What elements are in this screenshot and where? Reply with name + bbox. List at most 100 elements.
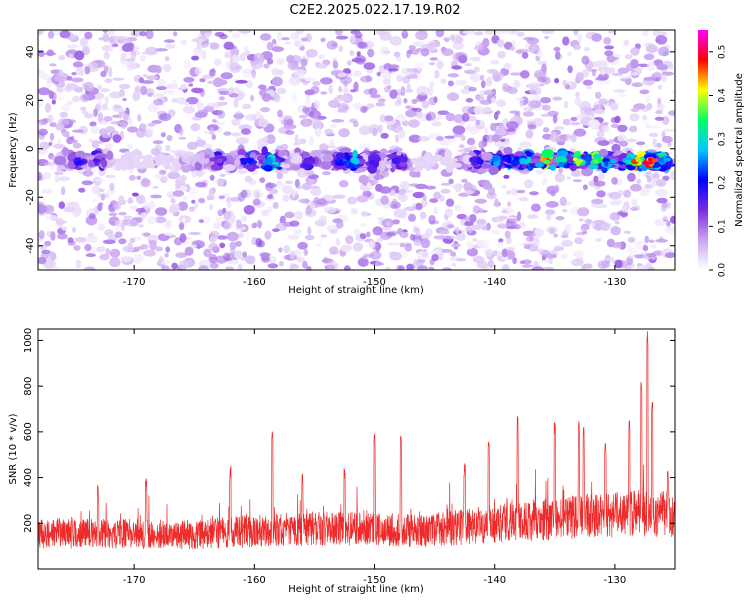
heatmap-cell (285, 130, 295, 135)
heatmap-cell (415, 48, 423, 52)
heatmap-cell (259, 177, 266, 183)
heatmap-cell (147, 122, 156, 127)
heatmap-cell (217, 209, 224, 217)
heatmap-cell (289, 250, 296, 260)
heatmap-cell (642, 114, 648, 121)
heatmap-cell (413, 226, 418, 234)
heatmap-cell (619, 75, 633, 80)
heatmap-cell (88, 138, 94, 143)
heatmap-cell (353, 81, 359, 92)
heatmap-cell (401, 70, 415, 75)
heatmap-cell (495, 30, 504, 36)
heatmap-cell (145, 30, 154, 40)
heatmap-cell (496, 99, 507, 108)
x-tick-label: -150 (363, 575, 386, 586)
heatmap-cell (234, 159, 241, 167)
heatmap-cell (656, 64, 669, 71)
heatmap-cell (101, 103, 108, 111)
heatmap-cell (511, 30, 520, 35)
heatmap-cell (38, 30, 44, 36)
heatmap-cell (630, 183, 642, 192)
heatmap-cell (107, 30, 115, 36)
heatmap-cell (645, 44, 658, 53)
heatmap-cell (375, 102, 385, 107)
heatmap-cell (298, 114, 308, 119)
heatmap-cell (596, 203, 608, 209)
heatmap-cell (289, 220, 300, 227)
heatmap-cell (196, 40, 203, 51)
heatmap-cell (667, 142, 672, 147)
heatmap-cell (287, 60, 299, 71)
heatmap-cell (625, 138, 638, 143)
heatmap-cell (612, 53, 623, 58)
heatmap-peak (216, 158, 223, 164)
heatmap-cell (496, 39, 505, 48)
heatmap-cell (468, 86, 477, 92)
heatmap-cell (516, 211, 522, 222)
heatmap-cell (417, 250, 430, 261)
heatmap-cell (646, 252, 656, 258)
heatmap-cell (376, 238, 384, 242)
heatmap-cell (541, 30, 555, 35)
heatmap-cell (109, 91, 122, 99)
heatmap-cell (48, 90, 54, 99)
heatmap-cell (516, 48, 529, 54)
heatmap-cell (522, 106, 534, 112)
heatmap-cell (300, 58, 308, 67)
heatmap-cell (661, 135, 673, 144)
heatmap-cell (74, 237, 88, 243)
heatmap-cell (506, 121, 519, 130)
heatmap-cell (428, 266, 435, 270)
heatmap-peak (510, 159, 519, 167)
heatmap-cell (456, 213, 467, 220)
heatmap-cell (328, 84, 334, 94)
heatmap-cell (545, 201, 559, 208)
heatmap-cell (570, 116, 578, 122)
heatmap-cell (133, 47, 140, 51)
heatmap-cell (368, 87, 378, 96)
heatmap-cell (338, 147, 352, 153)
heatmap-cell (59, 30, 71, 39)
heatmap-cell (173, 31, 178, 37)
colorbar-tick-label: 0.5 (718, 45, 728, 59)
heatmap-cell (208, 242, 219, 252)
heatmap-cell (349, 118, 358, 124)
heatmap-cell (151, 120, 163, 124)
y-tick-label: 40 (25, 45, 36, 58)
heatmap-peak (598, 158, 603, 164)
heatmap-cell (319, 215, 327, 224)
heatmap-cell (424, 152, 432, 162)
heatmap-cell (337, 72, 347, 78)
heatmap-cell (350, 30, 361, 35)
heatmap-cell (531, 266, 544, 270)
heatmap-cell (581, 166, 593, 177)
heatmap-cell (662, 175, 670, 181)
heatmap-cell (72, 129, 84, 133)
heatmap-cell (139, 30, 147, 37)
heatmap-cell (505, 226, 517, 230)
heatmap-cell (97, 140, 104, 144)
heatmap-cell (347, 196, 358, 205)
heatmap-cell (191, 87, 203, 94)
heatmap-cell (260, 33, 272, 41)
heatmap-cell (663, 128, 675, 133)
heatmap-cell (180, 84, 188, 90)
heatmap-cell (292, 93, 297, 103)
heatmap-cell (148, 200, 156, 210)
heatmap-cell (608, 139, 615, 144)
heatmap-cell (610, 123, 620, 129)
heatmap-cell (445, 210, 453, 217)
heatmap-cell (272, 202, 279, 209)
heatmap-cell (98, 188, 105, 192)
heatmap-cell (403, 180, 410, 189)
heatmap-cell (644, 235, 649, 244)
heatmap-cell (372, 226, 383, 236)
heatmap-cell (366, 231, 371, 238)
heatmap-cell (49, 161, 55, 171)
page-title: C2E2.2025.022.17.19.R02 (289, 3, 460, 18)
heatmap-cell (444, 135, 456, 139)
heatmap-cell (627, 172, 636, 182)
heatmap-cell (533, 117, 544, 127)
heatmap-cell (244, 113, 257, 121)
heatmap-cell (102, 30, 108, 33)
